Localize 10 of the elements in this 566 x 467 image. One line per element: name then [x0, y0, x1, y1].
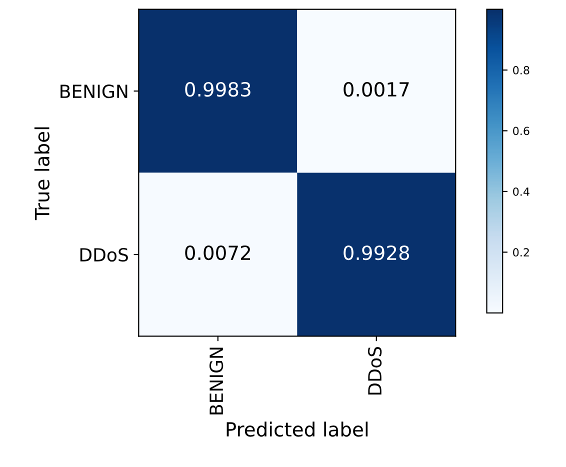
color-bar-label: 0.4 [513, 187, 530, 196]
color-bar-label: 0.6 [513, 126, 530, 136]
y-axis-title: True label [34, 127, 50, 220]
data-label: 0.0017 [344, 82, 409, 97]
color-bar-label: 0.8 [513, 66, 530, 74]
color-bar-label: 0.2 [513, 248, 529, 257]
data-label: 0.0072 [185, 245, 250, 260]
data-label: 0.9928 [344, 245, 410, 260]
data-label: 0.9983 [185, 82, 250, 97]
x-axis-title: Predicted label [226, 422, 368, 437]
